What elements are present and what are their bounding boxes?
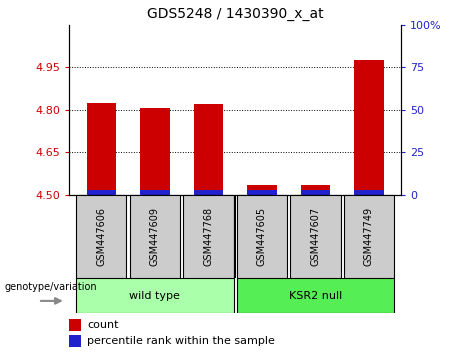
Bar — [194, 190, 223, 195]
Bar — [354, 190, 384, 195]
Text: GSM447609: GSM447609 — [150, 207, 160, 266]
Bar — [140, 190, 170, 195]
Text: wild type: wild type — [130, 291, 180, 301]
Bar — [183, 195, 234, 278]
Text: genotype/variation: genotype/variation — [5, 282, 97, 292]
Bar — [301, 185, 330, 195]
Bar — [87, 190, 116, 195]
Bar — [194, 104, 223, 195]
Text: percentile rank within the sample: percentile rank within the sample — [88, 336, 275, 346]
Bar — [236, 195, 287, 278]
Bar — [130, 195, 180, 278]
Bar — [247, 185, 277, 195]
Bar — [87, 103, 116, 195]
Bar — [76, 195, 126, 278]
Text: GSM447768: GSM447768 — [203, 207, 213, 266]
Bar — [140, 108, 170, 195]
Text: GSM447607: GSM447607 — [310, 207, 320, 266]
Bar — [290, 195, 341, 278]
Title: GDS5248 / 1430390_x_at: GDS5248 / 1430390_x_at — [147, 7, 324, 21]
Text: count: count — [88, 320, 119, 330]
Text: GSM447605: GSM447605 — [257, 207, 267, 266]
Bar — [344, 195, 394, 278]
Bar — [236, 278, 394, 313]
Text: GSM447606: GSM447606 — [96, 207, 106, 266]
Text: KSR2 null: KSR2 null — [289, 291, 342, 301]
Text: GSM447749: GSM447749 — [364, 207, 374, 266]
Bar — [354, 60, 384, 195]
Bar — [69, 336, 81, 347]
Bar — [301, 190, 330, 195]
Bar — [247, 190, 277, 195]
Bar — [76, 278, 234, 313]
Bar — [69, 319, 81, 331]
